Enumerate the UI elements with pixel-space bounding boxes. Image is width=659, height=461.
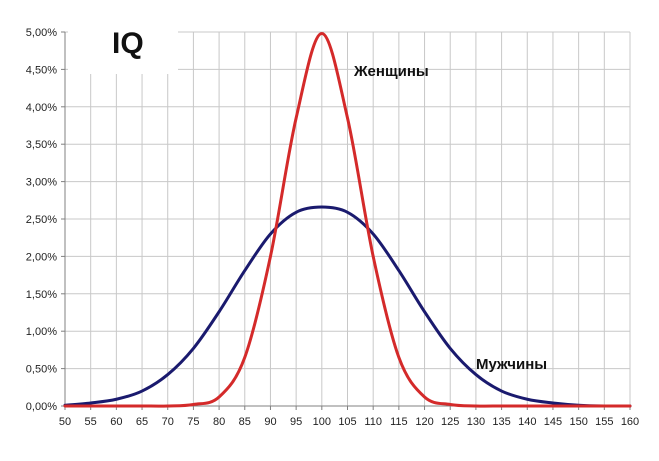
x-tick-label: 60 <box>110 416 122 428</box>
title-box <box>68 18 178 74</box>
x-tick-label: 110 <box>364 416 382 428</box>
x-tick-label: 115 <box>390 416 408 428</box>
x-tick-label: 65 <box>136 416 148 428</box>
x-tick-label: 85 <box>239 416 251 428</box>
x-tick-label: 160 <box>621 416 639 428</box>
x-tick-label: 50 <box>59 416 71 428</box>
x-tick-label: 75 <box>187 416 199 428</box>
x-tick-label: 130 <box>467 416 485 428</box>
series-label-women: Женщины <box>353 63 429 80</box>
x-tick-label: 155 <box>595 416 613 428</box>
y-tick-label: 2,00% <box>26 251 57 263</box>
series-line-women <box>63 32 632 408</box>
series-line-men <box>63 205 632 408</box>
y-tick-label: 3,00% <box>26 177 57 189</box>
y-tick-label: 2,50% <box>26 214 57 226</box>
y-tick-label: 1,50% <box>26 289 57 301</box>
y-tick-label: 3,50% <box>26 139 57 151</box>
x-tick-label: 105 <box>338 416 356 428</box>
x-tick-label: 125 <box>441 416 459 428</box>
y-tick-label: 4,00% <box>26 102 57 114</box>
series-lines <box>63 32 632 408</box>
x-tick-label: 150 <box>569 416 587 428</box>
series-label-men: Мужчины <box>476 356 547 373</box>
chart-title: IQ <box>112 27 144 60</box>
y-tick-label: 0,50% <box>26 364 57 376</box>
x-tick-label: 90 <box>264 416 276 428</box>
y-tick-label: 5,00% <box>26 27 57 39</box>
grid-lines <box>64 31 631 407</box>
tick-labels: 50 55 60 65 70 75 80 85 90 95 100 105 110 115 120 125 13… <box>26 27 639 428</box>
x-tick-label: 120 <box>415 416 433 428</box>
x-tick-label: 145 <box>544 416 562 428</box>
x-tick-label: 70 <box>162 416 174 428</box>
x-tick-label: 95 <box>290 416 302 428</box>
x-tick-label: 135 <box>492 416 510 428</box>
y-tick-label: 0,00% <box>26 401 57 413</box>
x-tick-label: 80 <box>213 416 225 428</box>
x-tick-label: 100 <box>313 416 331 428</box>
x-tick-label: 55 <box>85 416 97 428</box>
y-tick-label: 4,50% <box>26 64 57 76</box>
x-tick-label: 140 <box>518 416 536 428</box>
y-tick-label: 1,00% <box>26 326 57 338</box>
